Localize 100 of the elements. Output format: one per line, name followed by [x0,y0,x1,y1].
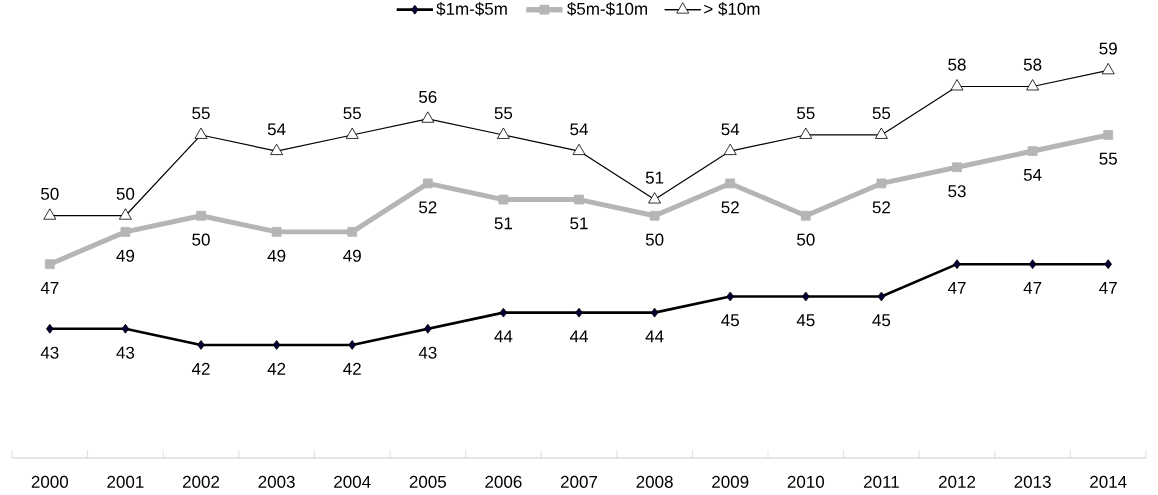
point [422,178,433,189]
point [953,259,961,270]
point [572,143,586,155]
data-label: 43 [40,346,59,359]
point [196,210,206,221]
x-tick-label: 2005 [409,475,446,488]
point [1103,130,1114,140]
data-label: 53 [948,185,966,198]
x-tick-label: 2001 [107,475,144,488]
x-tick-label: 2014 [1090,475,1127,488]
data-label: 47 [947,282,966,294]
data-label: 47 [1023,282,1042,294]
point [121,323,130,334]
point [347,226,358,237]
point [1028,259,1037,270]
point [723,143,737,155]
x-tick-label: 2003 [258,475,295,488]
point [574,194,584,205]
data-label: 44 [569,330,588,343]
data-label: 55 [797,107,815,120]
point [197,340,205,350]
point [575,307,583,318]
legend-label: $1m-$5m [436,2,507,16]
point [649,210,660,221]
x-tick-label: 2011 [863,475,899,488]
point [271,226,282,237]
point [272,340,281,350]
data-label: 54 [267,123,286,136]
point [725,178,736,189]
x-tick-label: 2010 [787,475,825,488]
x-tick-label: 2007 [560,475,598,488]
data-label: 56 [419,90,437,103]
point [44,259,55,270]
data-label: 52 [721,201,739,214]
x-tick-label: 2006 [485,475,522,488]
point [1027,146,1038,156]
point [648,192,662,204]
point [345,127,359,139]
point [877,291,886,302]
x-tick-label: 2012 [938,475,976,488]
data-label: 47 [1099,282,1117,294]
point [498,194,509,205]
data-label: 51 [645,171,664,184]
point [1101,62,1115,75]
data-label: 49 [116,249,135,262]
data-label: 47 [40,282,59,294]
data-label: 50 [797,233,815,246]
point [118,208,132,220]
data-label: 43 [116,346,135,359]
point [950,79,964,91]
point [726,291,734,302]
x-tick-label: 2013 [1014,475,1051,488]
point [194,127,208,139]
data-label: 49 [267,249,286,262]
data-label: 43 [418,346,437,359]
data-label: 45 [796,314,815,327]
point [120,226,131,237]
data-label: 45 [721,314,739,327]
x-tick-label: 2008 [636,475,673,488]
data-label: 42 [267,362,286,375]
data-label: 54 [721,123,740,136]
point [46,323,54,334]
data-label: 55 [1099,152,1117,165]
x-tick-label: 2009 [712,475,749,488]
x-tick-label: 2004 [334,475,371,488]
point [43,208,57,220]
data-label: 50 [116,187,135,200]
data-label: 51 [494,217,513,230]
x-tick-label: 2002 [182,475,220,488]
data-label: 50 [192,233,210,246]
data-label: 52 [872,201,890,214]
data-label: 50 [41,187,59,200]
point [499,307,508,318]
data-label: 42 [191,362,210,375]
x-tick-label: 2000 [31,475,69,488]
point [348,340,356,350]
point [270,143,284,155]
data-label: 50 [645,233,664,246]
legend-label: $5m-$10m [567,2,648,16]
data-label: 52 [419,201,437,214]
data-label: 59 [1099,42,1117,55]
data-label: 55 [192,107,210,120]
point [802,291,810,302]
data-label: 45 [872,314,891,327]
point [424,323,432,334]
point [952,162,962,173]
data-label: 54 [1023,168,1042,181]
point [650,307,659,318]
data-label: 51 [570,217,588,230]
point [799,127,813,139]
point [874,127,888,139]
data-label: 55 [872,107,891,120]
data-label: 44 [494,330,513,343]
data-label: 58 [1023,58,1042,71]
data-label: 54 [570,123,588,136]
legend-label: > $10m [704,2,760,16]
point [1104,259,1112,270]
data-label: 42 [343,362,361,375]
point [496,127,510,139]
data-label: 55 [494,107,513,120]
